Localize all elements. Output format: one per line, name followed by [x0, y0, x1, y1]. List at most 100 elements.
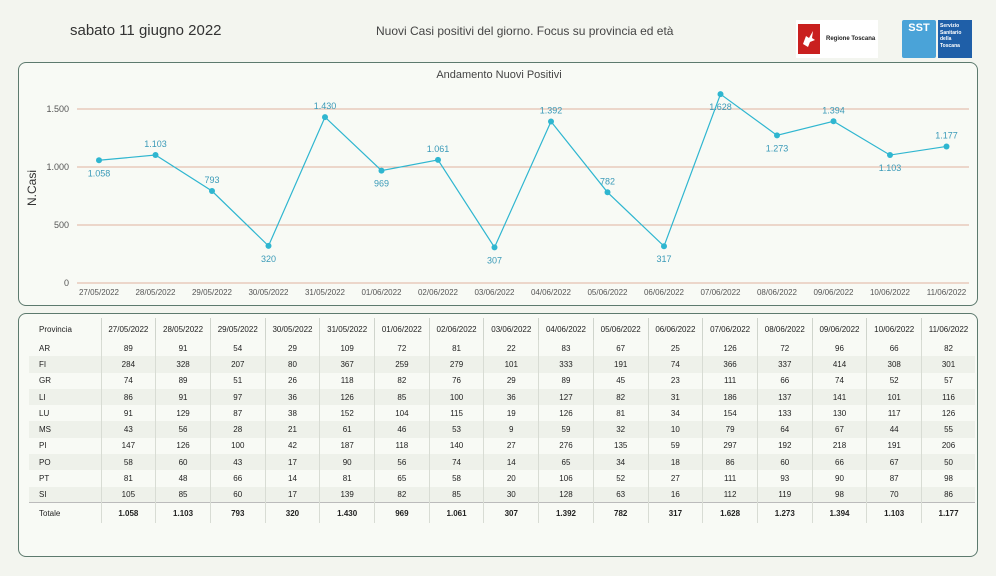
table-cell: 60: [155, 454, 211, 471]
total-cell: 307: [483, 502, 539, 523]
table-cell: 126: [319, 388, 375, 406]
table-cell: 54: [209, 340, 266, 357]
table-cell: 98: [921, 470, 975, 487]
x-tick-label: 30/05/2022: [248, 288, 289, 297]
x-tick-label: 29/05/2022: [192, 288, 233, 297]
table-cell: 45: [592, 372, 649, 389]
table-cell: 82: [374, 486, 430, 503]
table-cell: 38: [264, 405, 320, 422]
table-cell: 85: [155, 486, 211, 503]
x-tick-label: 07/06/2022: [700, 288, 741, 297]
sst-text: Servizio Sanitario della Toscana: [938, 20, 972, 58]
table-cell: 191: [866, 437, 922, 455]
province-table: Provincia 27/05/2022 28/05/2022 29/05/2022…: [29, 318, 975, 523]
table-cell: 50: [921, 454, 975, 471]
regione-toscana-text: Regione Toscana: [826, 36, 876, 42]
data-point: [265, 242, 272, 249]
table-cell: 101: [866, 388, 922, 406]
total-cell: 1.394: [811, 502, 867, 523]
total-cell: 1.273: [756, 502, 813, 523]
table-cell: 17: [264, 486, 320, 503]
province-name: LI: [29, 388, 101, 406]
table-cell: 86: [921, 486, 975, 503]
pegasus-emblem-icon: [798, 24, 820, 54]
table-row: FI 284 328 207 80 367 259 279 101 333 191 74 366 337 4…: [29, 356, 975, 373]
table-cell: 64: [756, 421, 813, 438]
table-cell: 85: [374, 388, 430, 406]
table-cell: 67: [592, 340, 649, 357]
province-name: PI: [29, 437, 101, 455]
total-cell: 1.628: [702, 502, 758, 523]
table-cell: 127: [538, 388, 594, 406]
table-cell: 67: [866, 454, 922, 471]
table-cell: 43: [100, 421, 156, 438]
column-header-date: 03/06/2022: [483, 318, 539, 340]
total-cell: 1.103: [866, 502, 922, 523]
table-cell: 20: [483, 470, 539, 487]
table-cell: 152: [319, 405, 375, 422]
total-cell: 1.177: [921, 502, 975, 523]
data-label: 1.394: [822, 105, 845, 115]
table-cell: 66: [811, 454, 867, 471]
table-cell: 81: [100, 470, 156, 487]
table-cell: 17: [264, 454, 320, 471]
table-row: PI 147 126 100 42 187 118 140 27 276 135 59 297 192 21…: [29, 437, 975, 455]
table-cell: 19: [483, 405, 539, 422]
x-tick-label: 02/06/2022: [418, 288, 459, 297]
table-header-row: Provincia 27/05/2022 28/05/2022 29/05/2022…: [29, 318, 975, 340]
table-cell: 89: [538, 372, 594, 389]
x-tick-label: 04/06/2022: [531, 288, 572, 297]
x-tick-label: 01/06/2022: [361, 288, 402, 297]
table-cell: 137: [756, 388, 813, 406]
table-cell: 34: [647, 405, 703, 422]
y-tick-label: 1.500: [46, 104, 69, 114]
column-header-date: 04/06/2022: [538, 318, 594, 340]
table-cell: 81: [592, 405, 649, 422]
table-cell: 22: [483, 340, 539, 357]
table-cell: 101: [483, 356, 539, 373]
table-cell: 56: [155, 421, 211, 438]
table-cell: 18: [647, 454, 703, 471]
x-tick-label: 06/06/2022: [644, 288, 685, 297]
data-label: 1.103: [144, 139, 167, 149]
table-cell: 29: [483, 372, 539, 389]
table-cell: 133: [756, 405, 813, 422]
x-tick-label: 03/06/2022: [474, 288, 515, 297]
column-header-date: 11/06/2022: [921, 318, 975, 340]
column-header-date: 28/05/2022: [155, 318, 211, 340]
table-cell: 74: [811, 372, 867, 389]
table-row: MS 43 56 28 21 61 46 53 9 59 32 10 79 64 67 44 55: [29, 421, 975, 438]
table-cell: 297: [702, 437, 758, 455]
table-cell: 116: [921, 388, 975, 406]
table-cell: 147: [100, 437, 156, 455]
data-point: [887, 152, 893, 159]
table-cell: 81: [319, 470, 375, 487]
table-cell: 58: [100, 454, 156, 471]
table-cell: 279: [428, 356, 484, 373]
table-cell: 89: [155, 372, 211, 389]
table-cell: 414: [811, 356, 867, 373]
data-point: [943, 143, 950, 150]
x-tick-label: 28/05/2022: [135, 288, 176, 297]
y-tick-label: 500: [54, 220, 69, 230]
table-cell: 53: [428, 421, 484, 438]
table-cell: 98: [811, 486, 867, 503]
data-point: [717, 91, 724, 98]
table-cell: 126: [155, 437, 211, 455]
table-cell: 207: [209, 356, 266, 373]
table-cell: 31: [647, 388, 703, 406]
regione-toscana-logo: Regione Toscana: [796, 20, 878, 58]
table-cell: 111: [702, 470, 758, 487]
column-header-date: 10/06/2022: [866, 318, 922, 340]
table-cell: 139: [319, 486, 375, 503]
table-cell: 82: [921, 340, 975, 357]
table-cell: 91: [155, 388, 211, 406]
table-cell: 218: [811, 437, 867, 455]
table-cell: 140: [428, 437, 484, 455]
table-cell: 25: [647, 340, 703, 357]
column-header-date: 05/06/2022: [592, 318, 649, 340]
table-cell: 89: [100, 340, 156, 357]
data-point: [491, 244, 498, 251]
sst-logo: SST Servizio Sanitario della Toscana: [902, 20, 972, 58]
table-cell: 51: [209, 372, 266, 389]
